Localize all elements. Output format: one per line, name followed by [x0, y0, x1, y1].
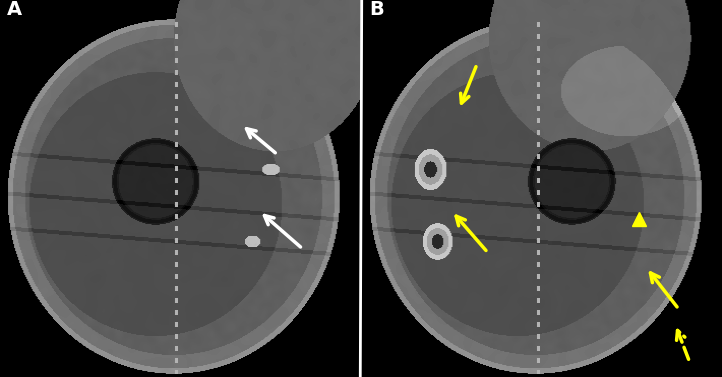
Text: B: B — [369, 0, 383, 19]
Text: A: A — [7, 0, 22, 19]
